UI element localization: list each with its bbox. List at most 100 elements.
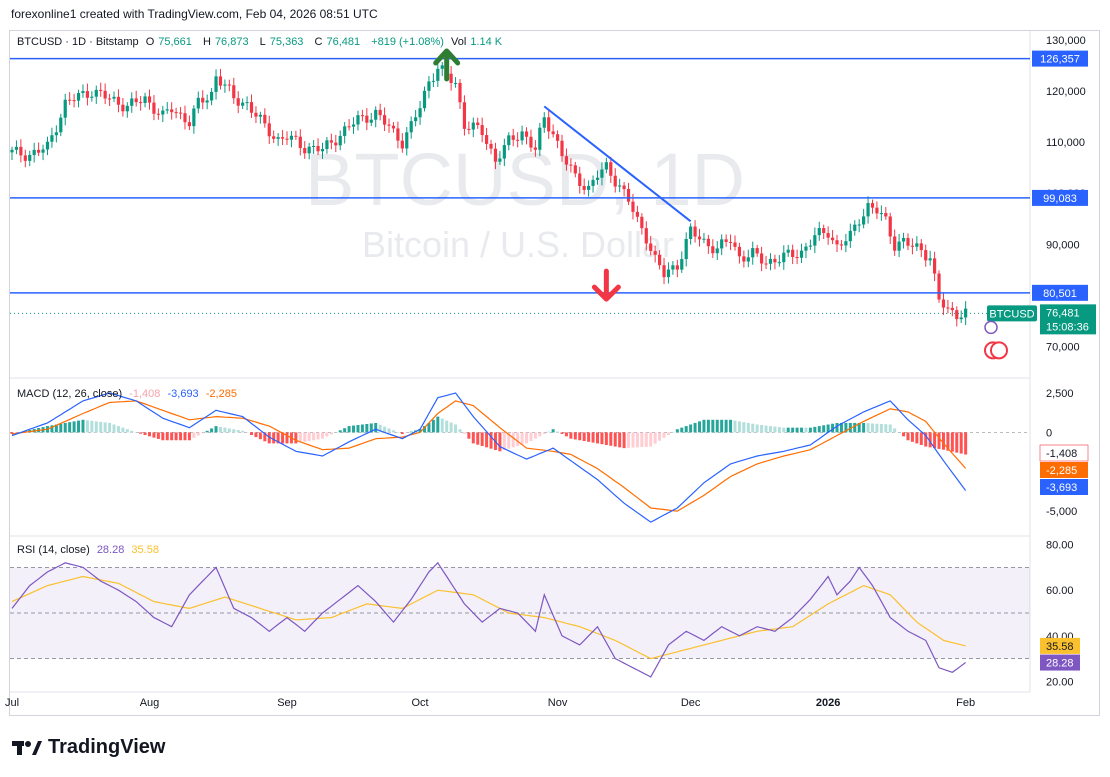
level-price-label: 80,501 — [1043, 288, 1077, 300]
price-candle — [174, 107, 178, 119]
rsi-pane — [10, 561, 1030, 678]
macd-histogram-bar — [59, 423, 63, 433]
legend-change: +819 (+1.08%) — [371, 36, 444, 48]
candle-body — [343, 126, 347, 136]
candle-body — [107, 98, 112, 100]
candle-body — [724, 239, 728, 242]
macd-histogram-bar — [618, 432, 622, 448]
rsi-band-fill — [10, 567, 1030, 659]
candle-body — [338, 135, 342, 146]
candle-body — [422, 90, 427, 109]
macd-histogram-bar — [733, 420, 737, 433]
candle-body — [387, 124, 391, 126]
macd-histogram-bar — [751, 423, 755, 433]
macd-histogram-bar — [839, 422, 843, 433]
rsi-axis-tick: 20.00 — [1046, 676, 1074, 688]
candle-body — [600, 169, 604, 178]
candle-body — [755, 248, 759, 254]
macd-histogram-bar — [556, 431, 560, 433]
macd-histogram-bar — [476, 432, 480, 445]
price-candle — [112, 91, 116, 102]
macd-histogram-bar — [777, 427, 781, 433]
price-candle — [125, 102, 129, 118]
macd-histogram-bar — [405, 432, 409, 433]
candle-body — [68, 99, 72, 101]
candle-body — [728, 241, 733, 243]
macd-histogram-bar — [822, 425, 826, 433]
price-candle — [937, 270, 941, 303]
price-candle — [635, 205, 640, 222]
macd-histogram-bar — [325, 432, 329, 437]
price-candle — [955, 306, 959, 327]
price-candle — [569, 158, 573, 173]
price-candle — [418, 100, 422, 125]
macd-line — [11, 392, 967, 523]
price-candle — [458, 79, 462, 110]
price-candle — [338, 130, 342, 151]
rsi-value-tag — [1040, 637, 1080, 654]
macd-histogram-bar — [462, 432, 466, 434]
chart-frame[interactable] — [9, 30, 1100, 716]
candle-body — [893, 236, 897, 251]
candle-body — [631, 201, 635, 212]
macd-histogram-bar — [427, 422, 431, 433]
candle-body — [462, 102, 467, 129]
price-candle — [134, 90, 138, 107]
macd-histogram-bar — [391, 430, 395, 433]
macd-histogram-bar — [458, 429, 462, 433]
candle-body — [689, 226, 693, 239]
price-candle — [813, 227, 817, 254]
price-candle — [196, 91, 200, 114]
watermark-symbol: BTCUSD, 1D — [305, 138, 745, 221]
candle-body — [671, 265, 675, 270]
candle-body — [502, 145, 506, 159]
macd-histogram-bar — [263, 432, 267, 442]
macd-histogram-bar — [791, 427, 795, 433]
price-candle — [715, 240, 719, 260]
candle-body — [489, 143, 493, 149]
price-candle — [675, 259, 679, 278]
candle-body — [453, 82, 458, 84]
time-axis-label: Feb — [956, 697, 975, 709]
macd-histogram-bar — [919, 432, 923, 445]
macd-histogram-bar — [272, 432, 276, 444]
price-candle — [857, 219, 861, 233]
macd-histogram-bar — [281, 432, 285, 444]
candle-body — [853, 224, 857, 231]
candle-body — [547, 117, 551, 132]
price-candle — [161, 105, 165, 123]
macd-histogram-bar — [165, 432, 169, 441]
price-candle — [830, 230, 835, 245]
candle-body — [928, 258, 932, 261]
candle-body — [498, 158, 502, 162]
macd-histogram-bar — [835, 422, 839, 433]
macd-histogram-bar — [409, 431, 413, 433]
macd-histogram-bar — [711, 419, 715, 433]
price-candle — [405, 127, 409, 156]
price-candle — [72, 93, 76, 108]
price-candle — [431, 73, 435, 88]
price-candle — [649, 235, 653, 256]
macd-histogram-bar — [640, 432, 644, 448]
candle-body — [405, 132, 409, 149]
macd-histogram-bar — [955, 432, 959, 453]
price-candle — [147, 89, 152, 110]
candle-body — [919, 243, 923, 251]
candle-body — [130, 98, 134, 106]
candle-body — [578, 173, 582, 187]
tradingview-logo[interactable]: TradingView — [12, 736, 165, 759]
candle-body — [298, 136, 302, 149]
price-candle — [382, 107, 387, 132]
macd-value-label: -3,693 — [1046, 482, 1077, 494]
candle-body — [711, 246, 715, 254]
price-candle — [440, 62, 444, 77]
candle-body — [751, 248, 755, 258]
candle-body — [209, 91, 214, 101]
macd-histogram-bar — [525, 432, 529, 444]
macd-histogram-bar — [893, 428, 897, 433]
tradingview-brand: TradingView — [48, 736, 166, 758]
candle-body — [888, 216, 892, 237]
price-candle — [578, 166, 582, 194]
price-candle — [365, 108, 369, 131]
